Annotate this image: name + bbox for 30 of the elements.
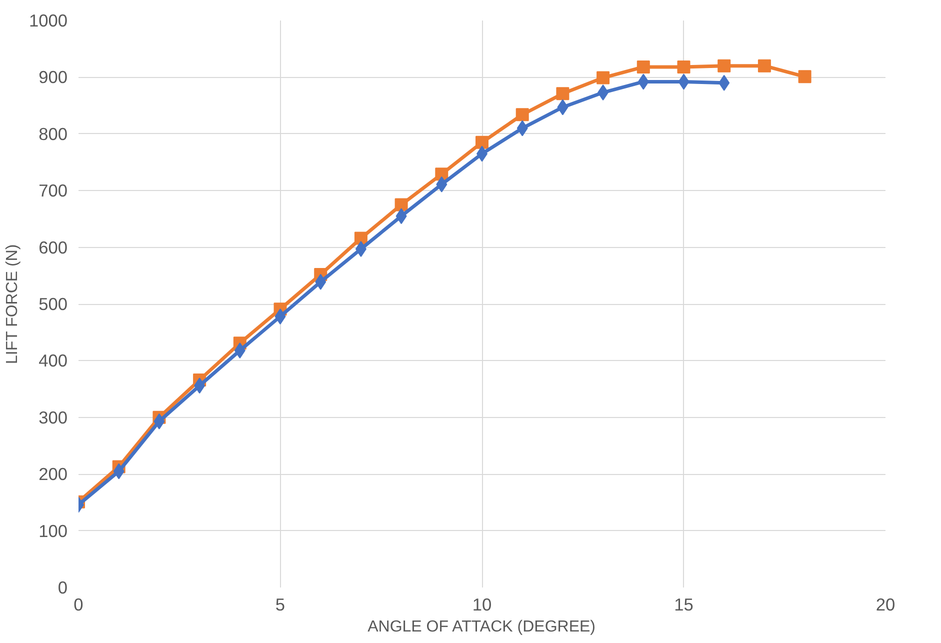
point <box>355 241 366 257</box>
y-axis-title: LIFT FORCE (N) <box>4 244 21 364</box>
point <box>718 59 731 72</box>
y-tick-label: 500 <box>38 294 68 314</box>
y-tick-label: 700 <box>38 180 68 201</box>
x-tick-label: 20 <box>876 594 896 614</box>
point <box>677 60 690 74</box>
point <box>476 136 488 149</box>
y-tick-label: 600 <box>38 237 68 258</box>
y-tick-label: 800 <box>38 124 68 144</box>
point <box>354 232 368 245</box>
point <box>758 59 771 72</box>
x-tick-label: 0 <box>74 594 84 614</box>
y-tick-label: 100 <box>38 520 68 541</box>
x-axis-title: ANGLE OF ATTACK (DEGREE) <box>368 618 596 636</box>
y-tick-label: 900 <box>38 67 68 88</box>
point <box>394 198 408 212</box>
point <box>798 70 812 84</box>
y-tick-label: 1000 <box>28 10 68 30</box>
point <box>516 108 529 122</box>
y-tick-label: 200 <box>38 464 68 484</box>
x-tick-label: 15 <box>674 594 694 614</box>
point <box>596 71 610 84</box>
point <box>556 87 570 100</box>
y-tick-label: 0 <box>58 578 68 598</box>
y-tick-label: 300 <box>38 407 68 428</box>
y-tick-label: 400 <box>38 350 68 371</box>
point <box>636 60 650 74</box>
x-tick-label: 10 <box>472 594 492 614</box>
x-tick-label: 5 <box>275 594 286 614</box>
